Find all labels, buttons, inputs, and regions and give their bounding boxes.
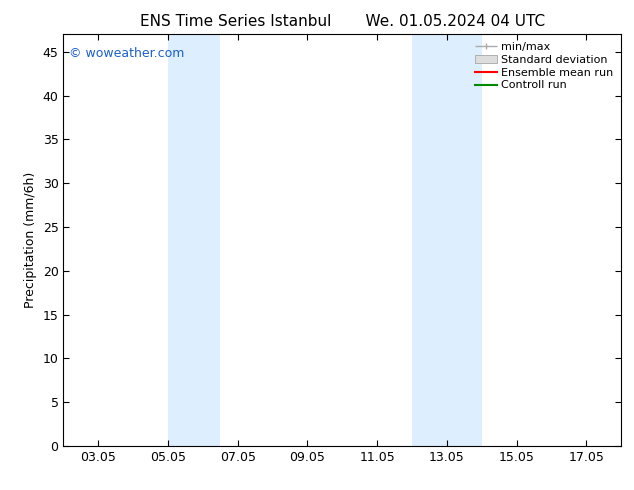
Legend: min/max, Standard deviation, Ensemble mean run, Controll run: min/max, Standard deviation, Ensemble me… bbox=[472, 40, 616, 93]
Y-axis label: Precipitation (mm/6h): Precipitation (mm/6h) bbox=[24, 172, 37, 308]
Bar bbox=[168, 34, 221, 446]
Bar bbox=[412, 34, 482, 446]
Title: ENS Time Series Istanbul       We. 01.05.2024 04 UTC: ENS Time Series Istanbul We. 01.05.2024 … bbox=[140, 14, 545, 29]
Text: © woweather.com: © woweather.com bbox=[69, 47, 184, 60]
